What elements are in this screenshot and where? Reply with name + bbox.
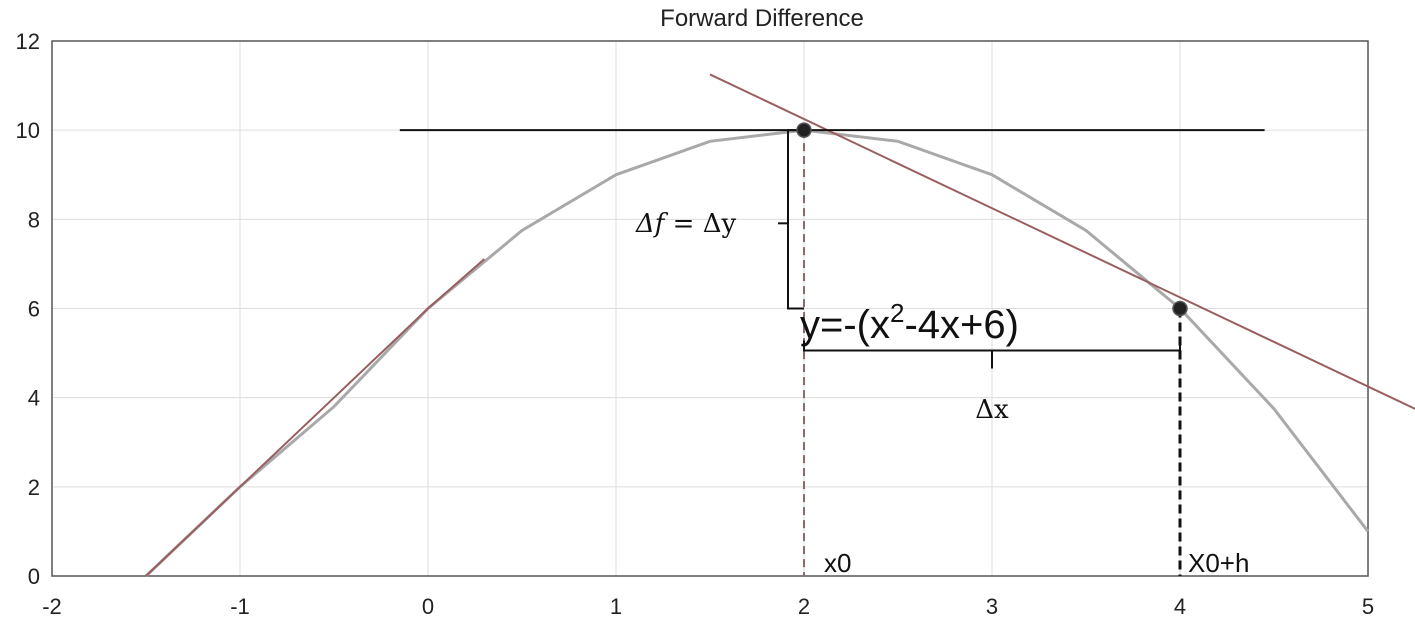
left-branch-line bbox=[145, 258, 486, 577]
equation-label: y=-(x2-4x+6) bbox=[800, 298, 1019, 347]
equation-prefix: y=-(x bbox=[800, 303, 890, 347]
delta-f-label: Δf = Δy bbox=[635, 209, 736, 239]
delta-f-text: Δf bbox=[635, 209, 669, 239]
delta-y-bracket bbox=[787, 129, 804, 310]
data-point bbox=[1172, 300, 1188, 317]
y-tick-label: 4 bbox=[28, 386, 40, 411]
y-tick-label: 10 bbox=[16, 118, 40, 143]
series-layer bbox=[144, 73, 1415, 578]
x-tick-label: 0 bbox=[422, 594, 434, 619]
guides-layer bbox=[778, 129, 1182, 576]
function-curve bbox=[144, 128, 1370, 578]
y-tick-label: 2 bbox=[28, 475, 40, 500]
x-tick-label: 2 bbox=[798, 594, 810, 619]
y-tick-label: 6 bbox=[28, 297, 40, 322]
x-tick-label: 5 bbox=[1362, 594, 1374, 619]
data-point bbox=[796, 122, 812, 138]
x0-label: x0 bbox=[824, 548, 851, 578]
equals-delta-y-text: = Δy bbox=[664, 209, 736, 239]
delta-x-label: Δx bbox=[975, 395, 1009, 425]
plot-frame bbox=[51, 40, 1369, 577]
y-tick-label: 8 bbox=[28, 207, 40, 232]
chart-title: Forward Difference bbox=[660, 5, 864, 32]
x0h-label: X0+h bbox=[1188, 548, 1249, 578]
x-tick-label: -1 bbox=[230, 594, 250, 619]
x-tick-label: 4 bbox=[1174, 594, 1186, 619]
equation-exponent: 2 bbox=[890, 298, 904, 328]
equation-suffix: -4x+6) bbox=[904, 303, 1019, 347]
points-layer bbox=[796, 122, 1188, 317]
y-tick-label: 12 bbox=[16, 29, 40, 54]
y-tick-label: 0 bbox=[28, 564, 40, 589]
x-tick-label: -2 bbox=[42, 594, 62, 619]
x-tick-label: 1 bbox=[610, 594, 622, 619]
x-tick-label: 3 bbox=[986, 594, 998, 619]
